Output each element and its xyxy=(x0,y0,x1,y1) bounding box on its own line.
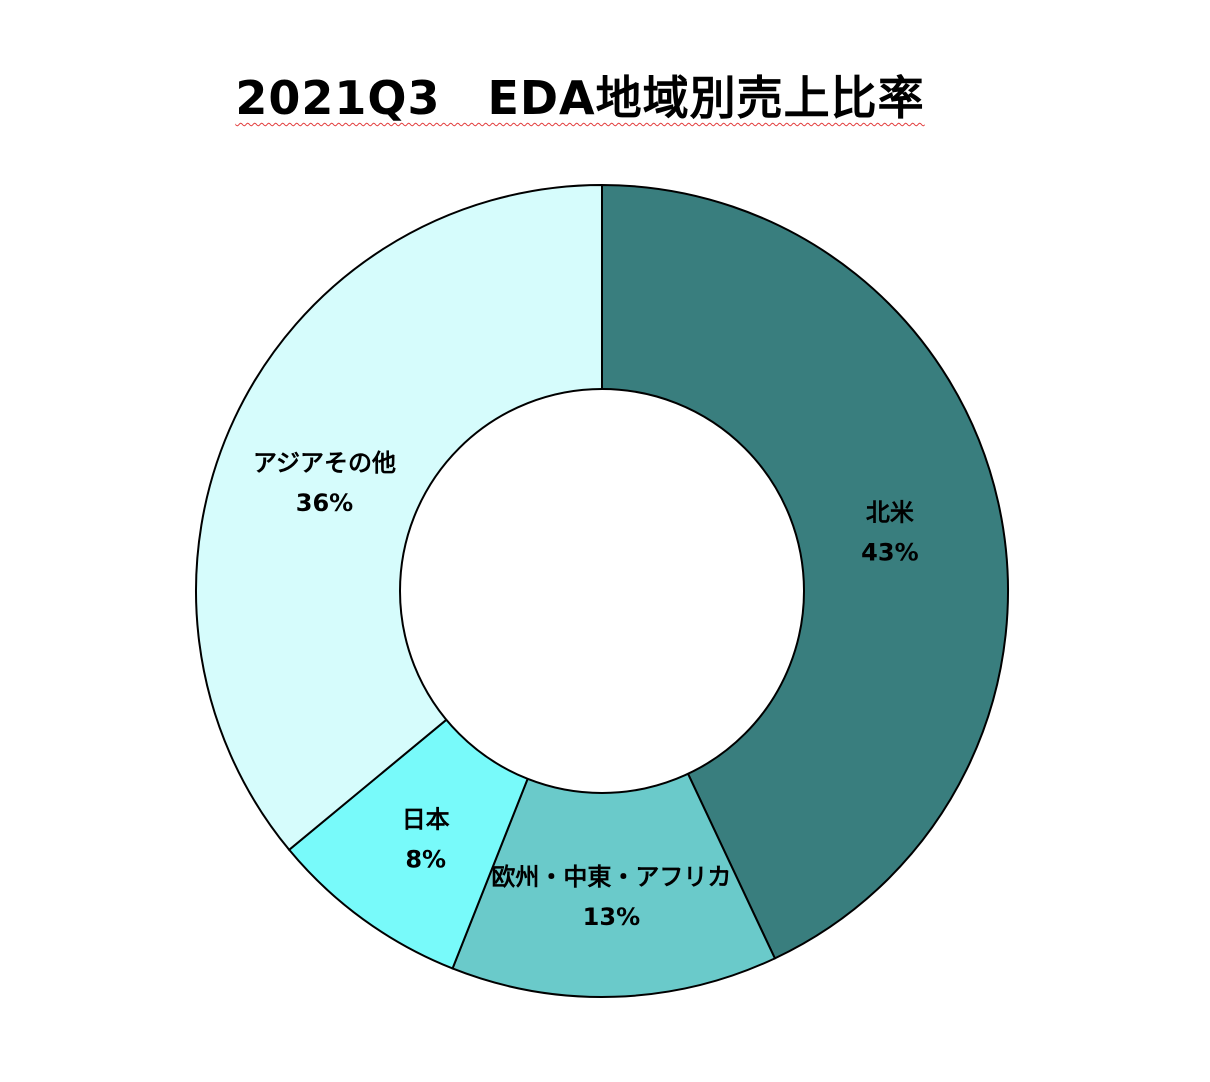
slice-label-category-2: 日本 xyxy=(402,806,450,834)
chart-title: 2021Q3 EDA地域別売上比率 xyxy=(0,62,1160,128)
slice-label-value-3: 36% xyxy=(296,489,353,517)
slice-label-category-3: アジアその他 xyxy=(253,449,396,477)
slice-label-value-1: 13% xyxy=(583,903,640,931)
chart-title-text: 2021Q3 EDA地域別売上比率 xyxy=(235,71,925,125)
slice-label-category-1: 欧州・中東・アフリカ xyxy=(491,863,731,891)
slice-label-category-0: 北米 xyxy=(866,499,914,527)
slice-3 xyxy=(195,183,603,852)
slice-labels: 北米 43% 欧州・中東・アフリカ 13% 日本 8% アジアその他 36% xyxy=(253,449,919,931)
donut-hole xyxy=(399,388,805,794)
slice-label-value-2: 8% xyxy=(405,846,446,874)
slice-label-value-0: 43% xyxy=(861,539,918,567)
slice-1 xyxy=(451,588,777,998)
